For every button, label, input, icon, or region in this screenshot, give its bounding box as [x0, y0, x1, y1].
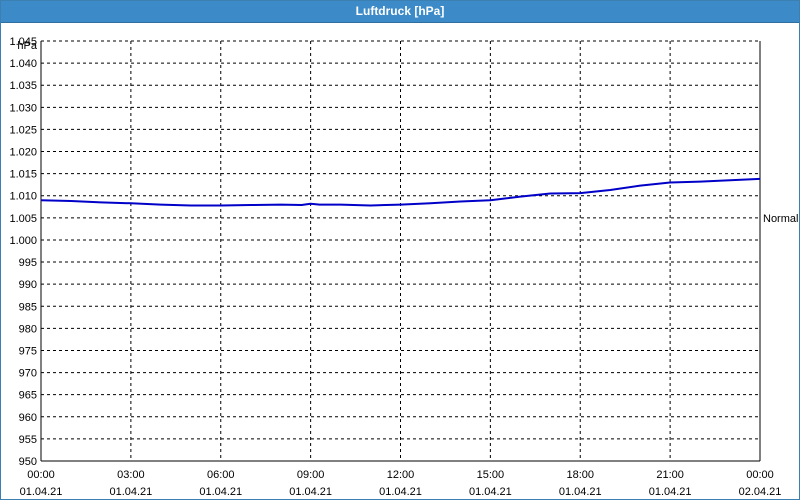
x-tick-date-label: 01.04.21: [649, 486, 692, 498]
y-tick-label: 985: [19, 301, 37, 313]
y-tick-label: 1.025: [9, 124, 37, 136]
x-tick-time-label: 06:00: [207, 469, 235, 481]
title-bar: Luftdruck [hPa]: [1, 1, 799, 23]
pressure-series-line: [40, 177, 761, 207]
y-tick-label: 1.015: [9, 169, 37, 181]
reference-line-label: Normal: [763, 213, 798, 225]
y-tick-label: 1.020: [9, 147, 37, 159]
y-tick-label: 960: [19, 412, 37, 424]
x-tick-time-label: 21:00: [656, 469, 684, 481]
y-tick-label: 1.010: [9, 191, 37, 203]
x-tick-date-label: 02.04.21: [739, 486, 782, 498]
chart-title: Luftdruck [hPa]: [355, 4, 445, 18]
x-tick-time-label: 00:00: [27, 469, 55, 481]
y-tick-label: 1.000: [9, 235, 37, 247]
y-tick-label: 990: [19, 279, 37, 291]
y-tick-label: 970: [19, 368, 37, 380]
x-tick-time-label: 15:00: [477, 469, 505, 481]
x-tick-date-label: 01.04.21: [199, 486, 242, 498]
x-tick-date-label: 01.04.21: [109, 486, 152, 498]
x-tick-date-label: 01.04.21: [20, 486, 63, 498]
y-tick-label: 955: [19, 434, 37, 446]
y-tick-label: 1.040: [9, 58, 37, 70]
x-tick-time-label: 12:00: [387, 469, 415, 481]
y-tick-label: 950: [19, 456, 37, 468]
y-axis-label: hPa: [17, 40, 37, 52]
y-tick-label: 1.005: [9, 213, 37, 225]
y-tick-label: 965: [19, 390, 37, 402]
x-tick-time-label: 09:00: [297, 469, 325, 481]
x-tick-date-label: 01.04.21: [379, 486, 422, 498]
y-tick-label: 975: [19, 345, 37, 357]
x-tick-time-label: 03:00: [117, 469, 145, 481]
y-tick-label: 1.035: [9, 80, 37, 92]
x-tick-date-label: 01.04.21: [469, 486, 512, 498]
y-tick-label: 980: [19, 323, 37, 335]
x-tick-date-label: 01.04.21: [289, 486, 332, 498]
y-tick-label: 995: [19, 257, 37, 269]
x-tick-time-label: 18:00: [566, 469, 594, 481]
y-tick-label: 1.030: [9, 102, 37, 114]
x-tick-time-label: 00:00: [746, 469, 774, 481]
x-tick-date-label: 01.04.21: [559, 486, 602, 498]
y-tick-label: 1.045: [9, 36, 37, 48]
